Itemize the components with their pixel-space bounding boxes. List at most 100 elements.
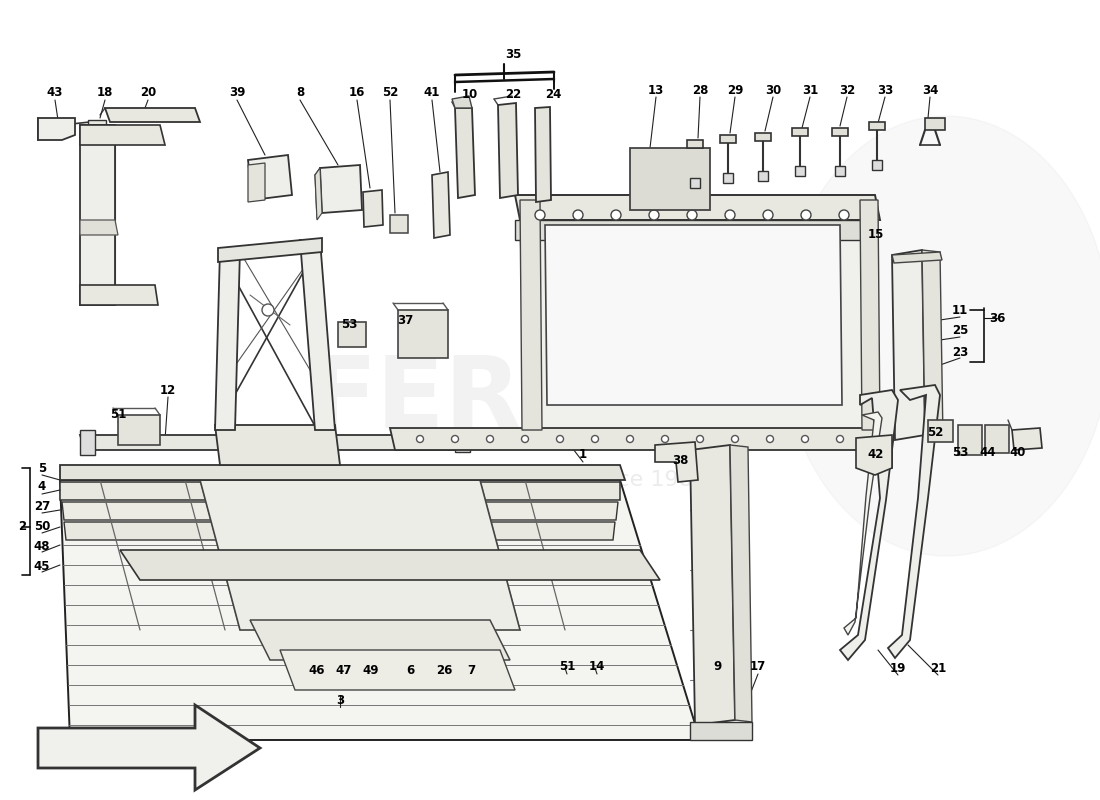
Polygon shape bbox=[104, 108, 200, 122]
Text: 48: 48 bbox=[34, 539, 51, 553]
Text: 53: 53 bbox=[341, 318, 358, 331]
Text: a Motorcar parts since 1985: a Motorcar parts since 1985 bbox=[394, 470, 706, 490]
Polygon shape bbox=[860, 200, 880, 430]
Ellipse shape bbox=[781, 116, 1100, 556]
Polygon shape bbox=[248, 155, 292, 200]
Text: 22: 22 bbox=[505, 89, 521, 102]
Polygon shape bbox=[520, 200, 874, 430]
Polygon shape bbox=[80, 125, 165, 145]
Text: 6: 6 bbox=[406, 665, 414, 678]
Polygon shape bbox=[1012, 428, 1042, 450]
Text: 52: 52 bbox=[927, 426, 943, 438]
Polygon shape bbox=[535, 107, 551, 202]
Polygon shape bbox=[248, 163, 265, 202]
Polygon shape bbox=[60, 480, 700, 740]
Polygon shape bbox=[250, 620, 510, 660]
Text: 26: 26 bbox=[436, 665, 452, 678]
Polygon shape bbox=[498, 103, 518, 198]
Polygon shape bbox=[452, 96, 472, 108]
Circle shape bbox=[763, 210, 773, 220]
Circle shape bbox=[486, 435, 494, 442]
Text: 9: 9 bbox=[714, 661, 722, 674]
Text: 14: 14 bbox=[588, 661, 605, 674]
Text: 41: 41 bbox=[424, 86, 440, 99]
Text: 53: 53 bbox=[952, 446, 968, 459]
Text: 3: 3 bbox=[336, 694, 344, 706]
Text: 7: 7 bbox=[466, 665, 475, 678]
Text: 10: 10 bbox=[462, 89, 478, 102]
Text: 20: 20 bbox=[140, 86, 156, 99]
Circle shape bbox=[725, 210, 735, 220]
Polygon shape bbox=[390, 428, 880, 450]
Text: 50: 50 bbox=[34, 521, 51, 534]
Text: 38: 38 bbox=[672, 454, 689, 466]
Text: FERRARI: FERRARI bbox=[309, 351, 791, 449]
Text: 35: 35 bbox=[505, 49, 521, 62]
Text: 23: 23 bbox=[952, 346, 968, 358]
Polygon shape bbox=[844, 412, 882, 635]
Bar bbox=[688, 140, 703, 148]
Text: 43: 43 bbox=[47, 86, 63, 99]
Bar bbox=[690, 178, 700, 188]
Text: 46: 46 bbox=[309, 665, 326, 678]
Bar bbox=[928, 420, 953, 442]
Polygon shape bbox=[856, 435, 892, 475]
Text: 42: 42 bbox=[868, 449, 884, 462]
Circle shape bbox=[262, 304, 274, 316]
Polygon shape bbox=[315, 168, 322, 220]
Text: 44: 44 bbox=[980, 446, 997, 459]
Circle shape bbox=[688, 210, 697, 220]
Text: 11: 11 bbox=[952, 303, 968, 317]
Polygon shape bbox=[280, 650, 515, 690]
Text: 29: 29 bbox=[727, 83, 744, 97]
Polygon shape bbox=[892, 252, 942, 263]
Bar bbox=[795, 166, 805, 176]
Polygon shape bbox=[39, 705, 260, 790]
Text: 32: 32 bbox=[839, 83, 855, 97]
Circle shape bbox=[661, 435, 669, 442]
Circle shape bbox=[417, 435, 424, 442]
Text: 24: 24 bbox=[544, 89, 561, 102]
Polygon shape bbox=[218, 238, 322, 262]
Bar bbox=[984, 425, 1009, 453]
Circle shape bbox=[732, 435, 738, 442]
Bar bbox=[755, 133, 771, 141]
Text: 28: 28 bbox=[692, 83, 708, 97]
Polygon shape bbox=[730, 445, 752, 722]
Text: 40: 40 bbox=[1010, 446, 1026, 459]
Bar bbox=[835, 166, 845, 176]
Polygon shape bbox=[888, 385, 940, 658]
Polygon shape bbox=[200, 480, 520, 630]
Bar bbox=[958, 425, 982, 455]
Polygon shape bbox=[320, 165, 362, 213]
Polygon shape bbox=[214, 425, 340, 465]
Circle shape bbox=[521, 435, 528, 442]
Polygon shape bbox=[80, 125, 116, 305]
Polygon shape bbox=[60, 482, 620, 500]
Text: 1: 1 bbox=[579, 449, 587, 462]
Polygon shape bbox=[840, 390, 898, 660]
Text: 45: 45 bbox=[34, 559, 51, 573]
Bar bbox=[832, 128, 848, 136]
Circle shape bbox=[610, 210, 621, 220]
Polygon shape bbox=[520, 200, 542, 430]
Text: 31: 31 bbox=[802, 83, 818, 97]
Text: 12: 12 bbox=[160, 383, 176, 397]
Polygon shape bbox=[455, 432, 470, 452]
Polygon shape bbox=[62, 502, 618, 520]
Circle shape bbox=[839, 210, 849, 220]
Polygon shape bbox=[654, 442, 698, 482]
Text: 2: 2 bbox=[18, 521, 26, 534]
Text: 52: 52 bbox=[382, 86, 398, 99]
Polygon shape bbox=[690, 722, 752, 740]
Text: 51: 51 bbox=[559, 661, 575, 674]
Text: 21: 21 bbox=[930, 662, 946, 674]
Polygon shape bbox=[80, 220, 118, 235]
Circle shape bbox=[592, 435, 598, 442]
Circle shape bbox=[836, 435, 844, 442]
Bar bbox=[925, 118, 945, 130]
Polygon shape bbox=[363, 190, 383, 227]
Text: 8: 8 bbox=[296, 86, 304, 99]
Polygon shape bbox=[39, 118, 75, 140]
Polygon shape bbox=[64, 522, 615, 540]
